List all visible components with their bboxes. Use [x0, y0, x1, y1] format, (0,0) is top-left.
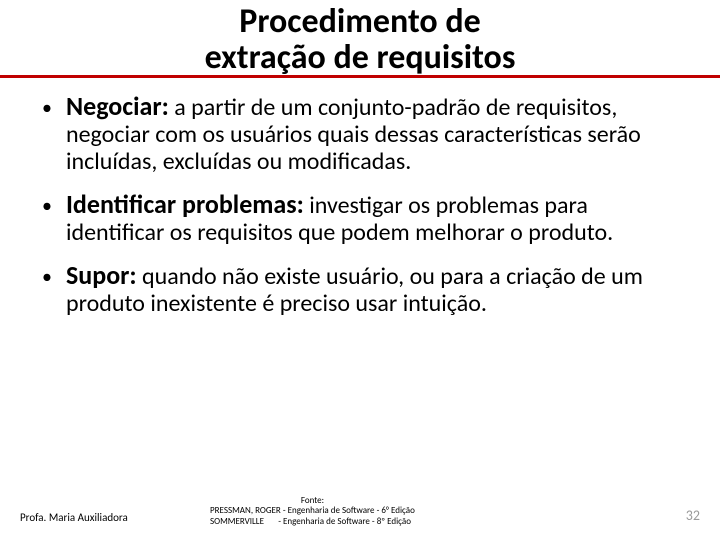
list-item: • Identificar problemas: investigar os p… — [36, 190, 684, 247]
bullet-icon: • — [36, 190, 66, 247]
list-item: • Supor: quando não existe usuário, ou p… — [36, 261, 684, 318]
bullet-term: Supor: — [66, 259, 137, 291]
bullet-icon: • — [36, 92, 66, 176]
title-line-1: Procedimento de — [0, 4, 720, 40]
bullet-text: Negociar: a partir de um conjunto-padrão… — [66, 92, 684, 176]
bullet-term: Identificar problemas: — [66, 188, 304, 220]
professor-name: Profa. Maria Auxiliadora — [20, 511, 128, 524]
bullet-text: Identificar problemas: investigar os pro… — [66, 190, 684, 247]
bullet-body: quando não existe usuário, ou para a cri… — [66, 262, 643, 318]
title-line-2: extração de requisitos — [0, 40, 720, 76]
bullet-text: Supor: quando não existe usuário, ou par… — [66, 261, 684, 318]
bullet-icon: • — [36, 261, 66, 318]
bullet-list: • Negociar: a partir de um conjunto-padr… — [36, 92, 684, 317]
slide-title: Procedimento de extração de requisitos — [0, 0, 720, 75]
source-citation: Fonte: PRESSMAN, ROGER - Engenharia de S… — [210, 496, 415, 528]
slide-footer: Profa. Maria Auxiliadora Fonte: PRESSMAN… — [0, 490, 720, 530]
list-item: • Negociar: a partir de um conjunto-padr… — [36, 92, 684, 176]
bullet-term: Negociar: — [66, 90, 169, 122]
slide: Procedimento de extração de requisitos •… — [0, 0, 720, 540]
page-number: 32 — [686, 507, 700, 524]
source-line: SOMMERVILLE - Engenharia de Software - 8… — [210, 517, 415, 528]
